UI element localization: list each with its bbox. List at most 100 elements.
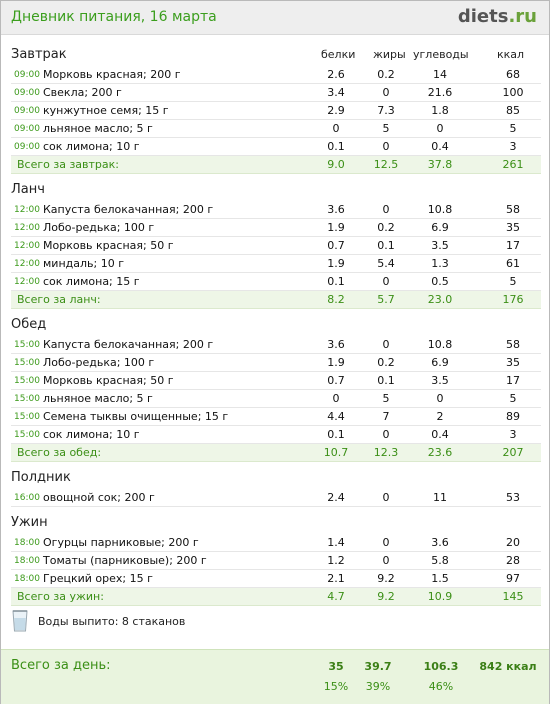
water-section: Воды выпито: 8 стаканов [11, 610, 541, 634]
food-kcal: 61 [506, 257, 520, 270]
meal-total-kcal: 145 [502, 590, 524, 603]
food-time: 18:00 [14, 556, 40, 566]
food-name: Морковь красная; 200 г [43, 68, 181, 81]
food-name: сок лимона; 10 г [43, 140, 140, 153]
meal-total-row: Всего за ужин: 4.7 9.2 10.9 145 [11, 588, 541, 606]
meal-total-protein: 8.2 [327, 293, 345, 306]
food-name: льняное масло; 5 г [43, 392, 153, 405]
food-row[interactable]: 12:00 сок лимона; 15 г 0.1 0 0.5 5 [11, 273, 541, 291]
day-total-kcal: 842 ккал [479, 660, 537, 673]
food-protein: 3.6 [327, 338, 345, 351]
food-carbs: 10.8 [427, 203, 453, 216]
food-kcal: 35 [506, 356, 520, 369]
food-row[interactable]: 18:00 Огурцы парниковые; 200 г 1.4 0 3.6 20 [11, 534, 541, 552]
day-total-bar: Всего за день: 35 39.7 106.3 842 ккал 15… [1, 649, 549, 704]
food-time: 12:00 [14, 241, 40, 251]
food-kcal: 28 [506, 554, 520, 567]
food-fat: 0 [382, 140, 390, 153]
food-protein: 0 [332, 392, 340, 405]
food-fat: 5 [382, 122, 390, 135]
food-name: Огурцы парниковые; 200 г [43, 536, 199, 549]
food-carbs: 6.9 [431, 221, 449, 234]
food-row[interactable]: 16:00 овощной сок; 200 г 2.4 0 11 53 [11, 489, 541, 507]
meal-total-kcal: 176 [502, 293, 524, 306]
food-time: 15:00 [14, 358, 40, 368]
meal-title: Ужин [11, 515, 48, 530]
food-fat: 5 [382, 392, 390, 405]
column-header-kcal: ккал [497, 48, 525, 61]
food-protein: 2.1 [327, 572, 345, 585]
food-row[interactable]: 18:00 Томаты (парниковые); 200 г 1.2 0 5.8 28 [11, 552, 541, 570]
meal-total-row: Всего за обед: 10.7 12.3 23.6 207 [11, 444, 541, 462]
meal-total-label: Всего за ланч: [17, 293, 101, 306]
meal-title: Обед [11, 317, 47, 332]
food-protein: 2.4 [327, 491, 345, 504]
meal-total-protein: 4.7 [327, 590, 345, 603]
food-protein: 0.1 [327, 428, 345, 441]
meal-total-fat: 12.5 [373, 158, 399, 171]
meal-total-protein: 10.7 [323, 446, 349, 459]
food-kcal: 58 [506, 338, 520, 351]
food-time: 16:00 [14, 493, 40, 503]
food-row[interactable]: 09:00 кунжутное семя; 15 г 2.9 7.3 1.8 85 [11, 102, 541, 120]
food-kcal: 5 [509, 122, 517, 135]
food-row[interactable]: 12:00 Капуста белокачанная; 200 г 3.6 0 10.8… [11, 201, 541, 219]
header-bar: Дневник питания, 16 марта diets.ru [1, 1, 549, 35]
food-row[interactable]: 18:00 Грецкий орех; 15 г 2.1 9.2 1.5 97 [11, 570, 541, 588]
food-fat: 0 [382, 491, 390, 504]
food-carbs: 3.6 [431, 536, 449, 549]
food-name: льняное масло; 5 г [43, 122, 153, 135]
food-row[interactable]: 15:00 Морковь красная; 50 г 0.7 0.1 3.5 17 [11, 372, 541, 390]
food-row[interactable]: 12:00 миндаль; 10 г 1.9 5.4 1.3 61 [11, 255, 541, 273]
meal-total-kcal: 261 [502, 158, 524, 171]
food-name: сок лимона; 10 г [43, 428, 140, 441]
food-carbs: 0 [436, 122, 444, 135]
food-protein: 0.7 [327, 374, 345, 387]
food-name: овощной сок; 200 г [43, 491, 155, 504]
food-row[interactable]: 09:00 Морковь красная; 200 г 2.6 0.2 14 68 [11, 66, 541, 84]
food-carbs: 0.5 [431, 275, 449, 288]
food-row[interactable]: 09:00 Свекла; 200 г 3.4 0 21.6 100 [11, 84, 541, 102]
food-carbs: 2 [436, 410, 444, 423]
meal-total-carbs: 10.9 [427, 590, 453, 603]
food-protein: 0.1 [327, 140, 345, 153]
food-kcal: 5 [509, 275, 517, 288]
water-label: Воды выпито: 8 стаканов [38, 615, 186, 628]
food-row[interactable]: 15:00 сок лимона; 10 г 0.1 0 0.4 3 [11, 426, 541, 444]
day-total-label: Всего за день: [11, 658, 111, 673]
food-time: 15:00 [14, 340, 40, 350]
day-carbs-percent: 46% [428, 680, 454, 693]
food-row[interactable]: 09:00 льняное масло; 5 г 0 5 0 5 [11, 120, 541, 138]
food-fat: 7.3 [377, 104, 395, 117]
food-time: 09:00 [14, 124, 40, 134]
food-fat: 0.1 [377, 239, 395, 252]
food-protein: 1.9 [327, 221, 345, 234]
food-name: Лобо-редька; 100 г [43, 221, 155, 234]
column-header-fat: жиры [373, 48, 406, 61]
meal-title: Ланч [11, 182, 45, 197]
food-row[interactable]: 12:00 Морковь красная; 50 г 0.7 0.1 3.5 17 [11, 237, 541, 255]
day-total-fat: 39.7 [364, 660, 392, 673]
food-protein: 4.4 [327, 410, 345, 423]
food-name: кунжутное семя; 15 г [43, 104, 169, 117]
food-kcal: 97 [506, 572, 520, 585]
meal-total-label: Всего за ужин: [17, 590, 104, 603]
food-row[interactable]: 12:00 Лобо-редька; 100 г 1.9 0.2 6.9 35 [11, 219, 541, 237]
food-row[interactable]: 15:00 Капуста белокачанная; 200 г 3.6 0 10.8… [11, 336, 541, 354]
meal-total-protein: 9.0 [327, 158, 345, 171]
food-fat: 7 [382, 410, 390, 423]
day-total-protein: 35 [328, 660, 344, 673]
food-kcal: 58 [506, 203, 520, 216]
food-carbs: 3.5 [431, 374, 449, 387]
meal-total-carbs: 23.6 [427, 446, 453, 459]
glass-icon [12, 610, 28, 632]
food-protein: 2.6 [327, 68, 345, 81]
food-protein: 2.9 [327, 104, 345, 117]
site-logo[interactable]: diets.ru [458, 6, 537, 27]
food-protein: 1.9 [327, 257, 345, 270]
food-row[interactable]: 15:00 Лобо-редька; 100 г 1.9 0.2 6.9 35 [11, 354, 541, 372]
food-row[interactable]: 15:00 льняное масло; 5 г 0 5 0 5 [11, 390, 541, 408]
meal-total-kcal: 207 [502, 446, 524, 459]
food-row[interactable]: 15:00 Семена тыквы очищенные; 15 г 4.4 7 2 89 [11, 408, 541, 426]
food-row[interactable]: 09:00 сок лимона; 10 г 0.1 0 0.4 3 [11, 138, 541, 156]
